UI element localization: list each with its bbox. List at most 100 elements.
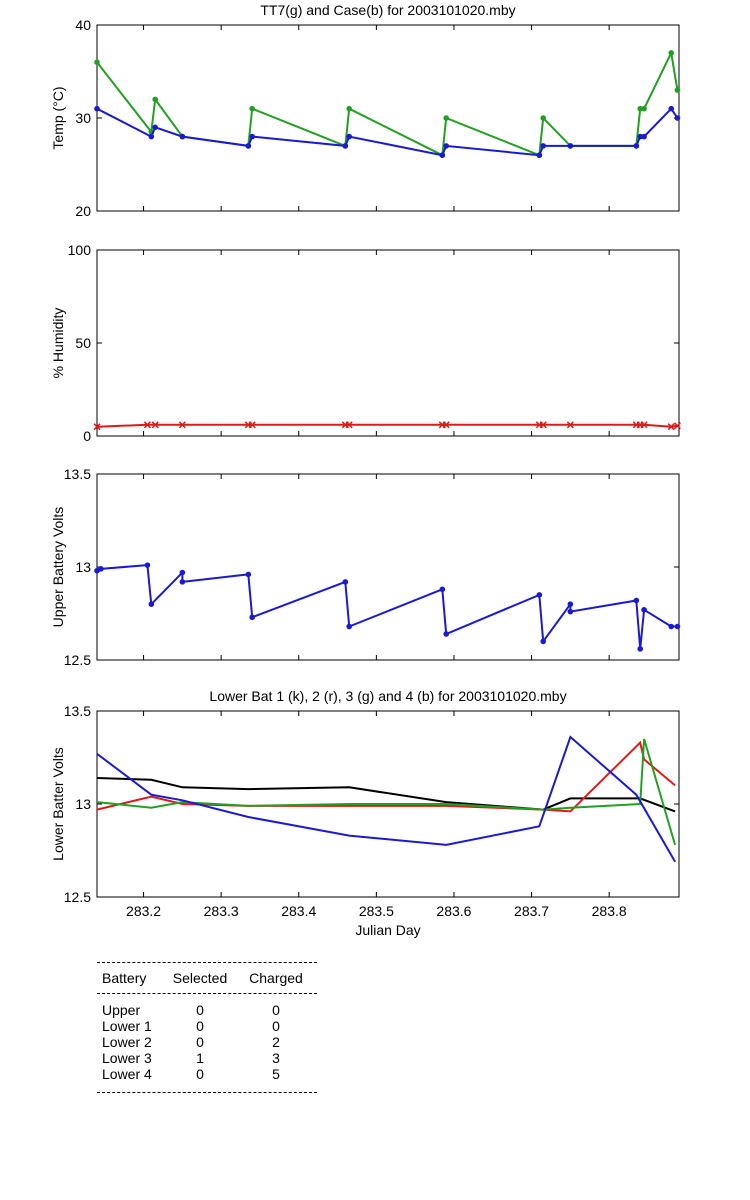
data-point — [674, 623, 681, 630]
data-point — [93, 423, 101, 431]
data-point — [566, 421, 574, 429]
series-line — [96, 107, 679, 157]
chart-title: Lower Bat 1 (k), 2 (r), 3 (g) and 4 (b) … — [209, 688, 566, 704]
table-row: Lower 3 1 3 — [97, 1050, 317, 1066]
battery-selected: 0 — [196, 1034, 204, 1050]
data-point — [567, 608, 574, 615]
data-point — [443, 115, 450, 121]
y-tick-label: 12.5 — [64, 652, 91, 668]
battery-name: Lower 4 — [102, 1066, 152, 1082]
battery-selected: 0 — [196, 1018, 204, 1034]
x-tick-label: 283.6 — [436, 903, 471, 919]
table-row: Lower 4 0 5 — [97, 1066, 317, 1082]
battery-name: Upper — [102, 1002, 141, 1018]
data-point — [179, 133, 186, 140]
plot-frame — [96, 24, 680, 212]
data-point — [98, 566, 104, 572]
y-tick-label: 13 — [75, 559, 91, 575]
data-point — [674, 87, 681, 93]
data-point — [539, 421, 547, 429]
data-point — [439, 586, 446, 593]
x-tick-label: 283.3 — [204, 903, 239, 919]
data-point — [667, 423, 675, 431]
y-tick-label: 100 — [68, 242, 92, 258]
data-point — [94, 105, 100, 112]
data-point — [633, 143, 640, 149]
y-tick-label: 30 — [75, 110, 91, 126]
x-tick-label: 283.4 — [281, 903, 316, 919]
series-line — [96, 777, 676, 813]
data-point — [152, 96, 158, 103]
y-axis-label: Temp (°C) — [50, 86, 66, 149]
data-point — [342, 143, 349, 149]
data-point — [637, 646, 643, 652]
header-battery: Battery — [102, 970, 147, 986]
data-point — [248, 421, 256, 429]
battery-name: Lower 1 — [102, 1018, 152, 1034]
table-row: Lower 2 0 2 — [97, 1034, 317, 1050]
data-point — [143, 421, 151, 429]
y-tick-label: 40 — [75, 17, 91, 33]
series-line — [96, 735, 676, 863]
table-top-rule — [97, 962, 317, 963]
data-point — [641, 606, 647, 613]
y-tick-label: 13.5 — [64, 703, 91, 719]
data-point — [674, 115, 681, 121]
data-point — [178, 421, 186, 429]
data-point — [668, 105, 675, 112]
y-tick-label: 0 — [83, 428, 91, 444]
data-point — [640, 421, 648, 429]
battery-charged: 0 — [272, 1018, 280, 1034]
x-tick-label: 283.8 — [592, 903, 627, 919]
y-axis-label: Lower Batter Volts — [50, 747, 66, 861]
header-selected: Selected — [172, 970, 228, 986]
data-point — [245, 143, 252, 149]
data-point — [536, 592, 543, 598]
series-line — [96, 49, 679, 157]
battery-charged: 3 — [272, 1050, 280, 1066]
data-point — [540, 638, 546, 645]
header-charged: Charged — [249, 970, 303, 986]
data-point — [668, 50, 675, 56]
data-point — [346, 623, 353, 630]
data-point — [641, 133, 647, 140]
table-row: Upper 0 0 — [97, 1002, 317, 1018]
plot-frame — [96, 473, 680, 661]
x-tick-label: 283.7 — [514, 903, 549, 919]
series-line — [96, 564, 678, 649]
battery-selected: 0 — [196, 1002, 204, 1018]
battery-name: Lower 3 — [102, 1050, 152, 1066]
data-point — [94, 59, 100, 65]
data-point — [144, 562, 151, 568]
plot-frame — [96, 249, 680, 437]
data-point — [637, 105, 643, 112]
y-tick-label: 12.5 — [64, 889, 91, 905]
table-bottom-rule — [97, 1092, 317, 1093]
data-point — [540, 115, 546, 121]
x-axis-label: Julian Day — [355, 922, 420, 938]
battery-name: Lower 2 — [102, 1034, 152, 1050]
data-point — [536, 152, 543, 158]
data-point — [249, 133, 255, 140]
data-point — [342, 579, 349, 585]
battery-selected: 1 — [196, 1050, 204, 1066]
y-tick-label: 13.5 — [64, 466, 91, 482]
y-tick-label: 20 — [75, 203, 91, 219]
battery-charged: 5 — [272, 1066, 280, 1082]
table-row: Lower 1 0 0 — [97, 1018, 317, 1034]
data-point — [346, 133, 353, 140]
data-point — [442, 421, 450, 429]
data-point — [179, 579, 186, 585]
y-tick-label: 13 — [75, 796, 91, 812]
chart-title: TT7(g) and Case(b) for 2003101020.mby — [260, 2, 515, 18]
data-point — [567, 601, 574, 607]
table-header-rule — [97, 993, 317, 994]
y-axis-label: % Humidity — [50, 308, 66, 379]
data-point — [668, 623, 675, 630]
data-point — [148, 133, 155, 140]
data-point — [673, 422, 681, 430]
data-point — [439, 152, 446, 158]
data-point — [540, 143, 546, 149]
table-header-row: Battery Selected Charged — [97, 963, 317, 993]
chart-canvas: 20 30 40 TT7(g) and Case(b) for 2003101020.… — [50, 2, 681, 938]
